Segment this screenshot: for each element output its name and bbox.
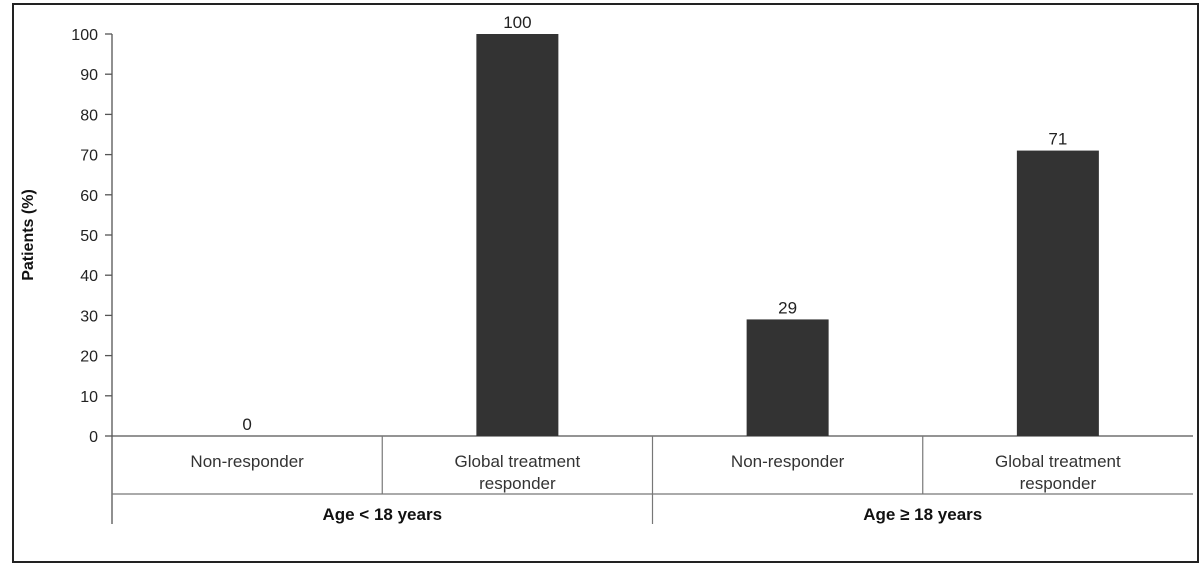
bar bbox=[476, 34, 559, 436]
y-axis-label: Patients (%) bbox=[20, 189, 37, 281]
group-label: Age < 18 years bbox=[322, 505, 442, 524]
bar-value-label: 0 bbox=[242, 415, 251, 434]
bar-value-label: 100 bbox=[503, 13, 531, 32]
y-tick-label: 20 bbox=[80, 349, 98, 366]
chart-axes bbox=[105, 33, 1193, 524]
bar-value-label: 29 bbox=[778, 298, 797, 317]
bar bbox=[746, 319, 829, 436]
y-tick-label: 30 bbox=[80, 308, 98, 325]
bar bbox=[1016, 150, 1099, 436]
bar-chart: 0 10 20 30 40 50 60 70 80 90 100 Patients (%) 0 Non-r… bbox=[20, 13, 1193, 524]
category-label: Global treatment bbox=[995, 452, 1121, 471]
y-tick-label: 90 bbox=[80, 67, 98, 84]
y-tick-label: 60 bbox=[80, 188, 98, 205]
chart-bars bbox=[476, 34, 1099, 436]
category-label: Non-responder bbox=[731, 452, 845, 471]
bar-value-label: 71 bbox=[1048, 130, 1067, 149]
y-tick-label: 0 bbox=[89, 429, 98, 446]
y-tick-label: 100 bbox=[71, 27, 98, 44]
y-tick-label: 50 bbox=[80, 228, 98, 245]
category-label: Global treatment bbox=[455, 452, 581, 471]
category-label: responder bbox=[1020, 474, 1097, 493]
group-label: Age ≥ 18 years bbox=[863, 505, 982, 524]
y-tick-label: 80 bbox=[80, 107, 98, 124]
chart-labels: 0 10 20 30 40 50 60 70 80 90 100 Patients (%) 0 Non-r… bbox=[20, 13, 1121, 524]
category-label: responder bbox=[479, 474, 556, 493]
y-tick-label: 40 bbox=[80, 268, 98, 285]
y-tick-label: 70 bbox=[80, 148, 98, 165]
category-label: Non-responder bbox=[190, 452, 304, 471]
y-tick-label: 10 bbox=[80, 389, 98, 406]
